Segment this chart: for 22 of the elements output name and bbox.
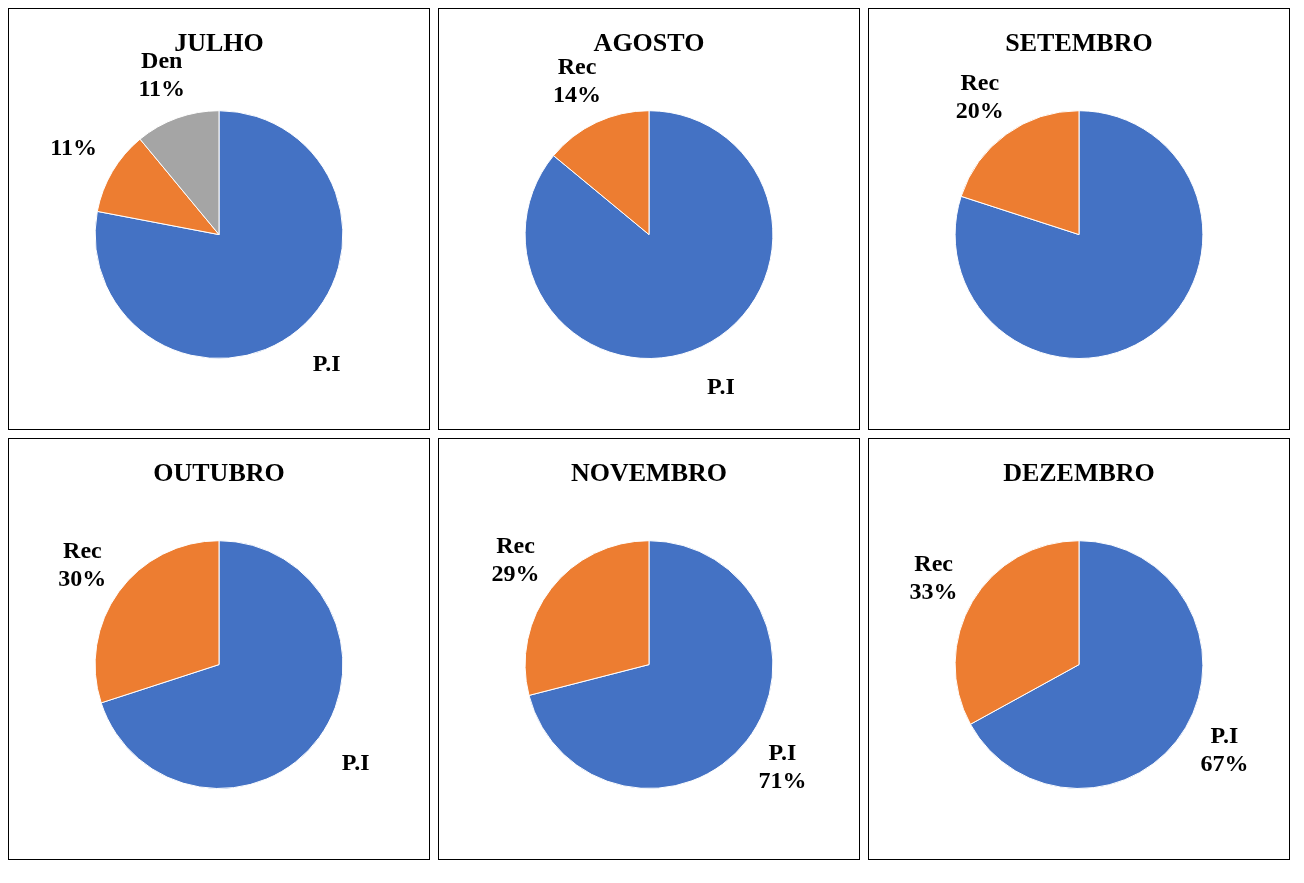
slice-label: P.I (768, 739, 797, 766)
slice-label: P.I (312, 349, 341, 376)
slice-label: P.I (341, 749, 370, 776)
data-label: 11% (138, 74, 186, 101)
slice-label: Rec (496, 532, 536, 559)
slice-label: Rec (960, 69, 1000, 96)
chart-title: NOVEMBRO (571, 458, 727, 488)
chart-title: OUTUBRO (153, 458, 285, 488)
slice-label: Rec (914, 549, 954, 576)
data-label: 11% (50, 133, 97, 160)
chart-title: DEZEMBRO (1003, 458, 1155, 488)
slice-label: P.I (707, 372, 735, 399)
data-label: 20% (955, 97, 1004, 124)
data-label: 33% (909, 577, 958, 604)
slice-label: P.I (1210, 721, 1239, 748)
data-label: 29% (491, 560, 540, 587)
data-label: 71% (758, 767, 807, 794)
data-label: 30% (58, 564, 107, 591)
slice-label: Rec (63, 536, 103, 563)
data-label: 67% (1200, 749, 1249, 776)
data-label: 14% (553, 80, 602, 107)
chart-title: SETEMBRO (1005, 28, 1153, 58)
